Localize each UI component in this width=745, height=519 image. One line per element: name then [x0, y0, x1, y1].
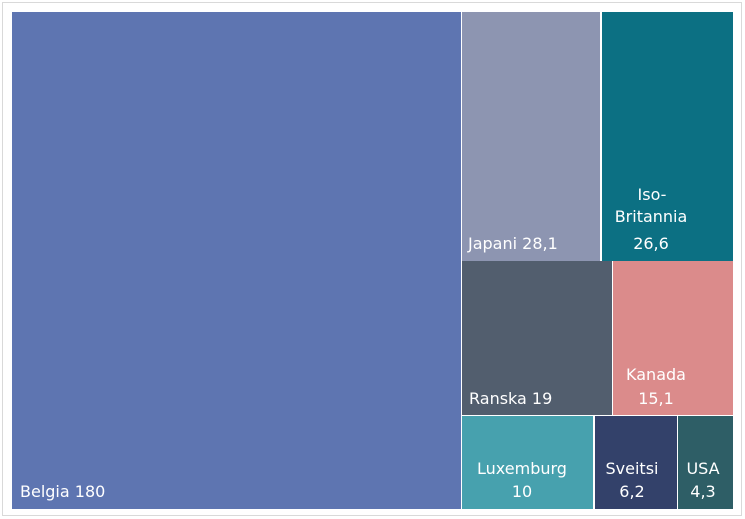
tile-japani: Japani 28,1 — [462, 12, 600, 261]
tile-label-usa-0: USA — [686, 459, 719, 478]
tile-rect-luxemburg — [462, 416, 593, 509]
tile-rect-usa — [678, 416, 733, 509]
tile-label-luxemburg-1: 10 — [512, 482, 532, 501]
tile-usa: USA 4,3 — [678, 416, 733, 509]
tile-label-iso-britannia-1: Britannia — [615, 207, 688, 226]
tile-label-japani-0: Japani 28,1 — [467, 234, 558, 253]
tile-label-iso-britannia-0: Iso- — [638, 185, 667, 204]
tile-rect-sveitsi — [595, 416, 677, 509]
tile-label-usa-1: 4,3 — [690, 482, 715, 501]
tile-label-kanada-1: 15,1 — [638, 389, 674, 408]
tile-label-kanada-0: Kanada — [626, 365, 686, 384]
tile-rect-iso-britannia — [602, 12, 733, 261]
tile-iso-britannia: Iso- Britannia 26,6 — [602, 12, 733, 261]
tile-kanada: Kanada 15,1 — [613, 261, 733, 415]
tile-rect-kanada — [613, 261, 733, 415]
tile-label-luxemburg-0: Luxemburg — [477, 459, 567, 478]
tile-label-belgia-0: Belgia 180 — [20, 482, 105, 501]
tile-label-sveitsi-0: Sveitsi — [606, 459, 659, 478]
tile-sveitsi: Sveitsi 6,2 — [595, 416, 677, 509]
tile-label-iso-britannia-2: 26,6 — [633, 234, 669, 253]
tile-belgia: Belgia 180 — [12, 12, 461, 509]
tile-label-sveitsi-1: 6,2 — [619, 482, 644, 501]
treemap-chart: Belgia 180 Japani 28,1 Iso- Britannia 26,6 Ra… — [12, 12, 733, 509]
tile-luxemburg: Luxemburg 10 — [462, 416, 593, 509]
tile-rect-ranska — [462, 261, 612, 415]
tile-ranska: Ranska 19 — [462, 261, 612, 415]
tile-rect-japani — [462, 12, 600, 261]
tile-label-ranska-0: Ranska 19 — [469, 389, 552, 408]
tile-rect-belgia — [12, 12, 461, 509]
